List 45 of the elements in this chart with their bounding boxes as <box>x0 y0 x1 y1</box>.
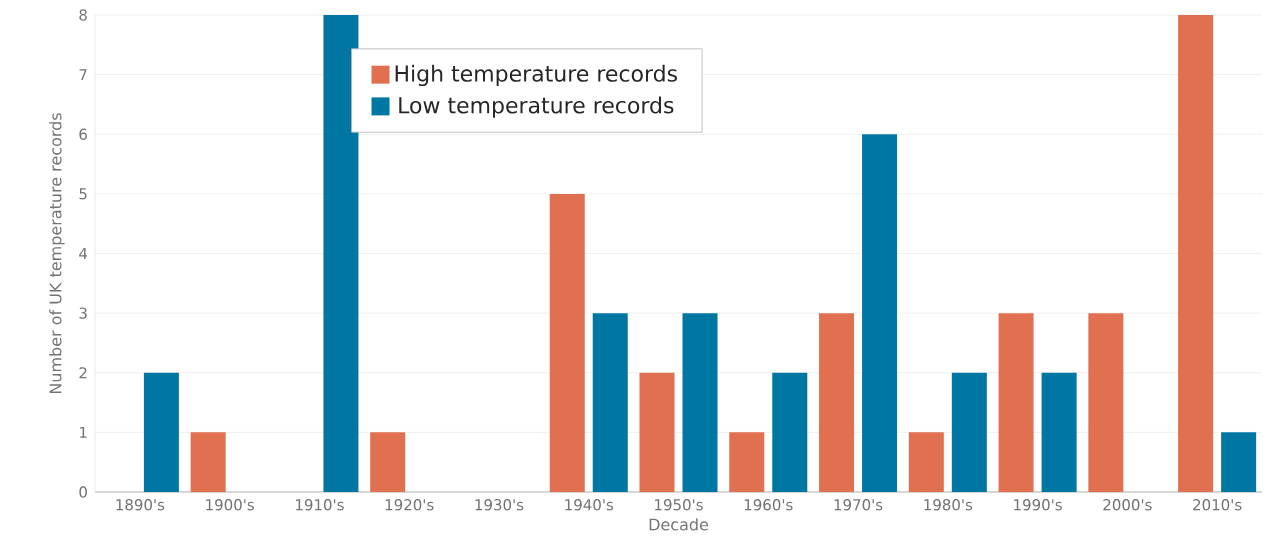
bar <box>998 313 1034 492</box>
x-tick-label: 1910's <box>296 499 344 511</box>
bar <box>819 313 855 492</box>
bar <box>592 313 628 492</box>
bar <box>772 372 808 492</box>
y-tick-label: 8 <box>79 9 87 21</box>
x-tick-label: 1890's <box>116 499 165 511</box>
y-tick-label: 5 <box>79 188 87 200</box>
x-tick-label: 1900's <box>206 499 254 511</box>
y-tick-label: 3 <box>79 307 87 319</box>
bar <box>143 372 179 492</box>
x-tick-label: 1990's <box>1014 499 1062 511</box>
x-tick-label: 1980's <box>924 499 973 511</box>
y-tick-label: 6 <box>79 128 87 140</box>
legend-label: High temperature records <box>395 64 678 87</box>
x-tick-label: 1950's <box>655 499 703 511</box>
bar <box>370 432 406 492</box>
bar <box>862 134 898 492</box>
x-axis-title: Decade <box>649 518 709 531</box>
x-tick-label: 1940's <box>565 499 614 511</box>
x-tick-label: 2010's <box>1193 499 1242 511</box>
bar <box>729 432 765 492</box>
legend-label: Low temperature records <box>399 96 674 118</box>
bar <box>908 432 944 492</box>
bar <box>190 432 226 492</box>
bar <box>1221 432 1257 492</box>
x-tick-label: 1970's <box>834 499 883 511</box>
bar <box>951 372 987 492</box>
y-axis-title: Number of UK temperature records <box>49 113 65 394</box>
bar <box>549 193 585 492</box>
y-tick-label: 0 <box>79 486 87 498</box>
y-tick-label: 4 <box>79 248 88 259</box>
x-tick-label: 1920's <box>385 499 434 511</box>
bar <box>1041 372 1077 492</box>
y-tick-label: 7 <box>79 69 87 81</box>
bar <box>639 372 675 492</box>
x-tick-label: 1960's <box>744 499 793 511</box>
x-tick-label: 2000's <box>1103 499 1152 511</box>
y-tick-label: 1 <box>80 426 87 438</box>
bar <box>682 313 718 492</box>
bar <box>323 15 359 492</box>
y-tick-label: 2 <box>79 367 87 379</box>
bar <box>1088 313 1124 492</box>
x-tick-label: 1930's <box>475 499 524 511</box>
bar <box>1178 15 1214 492</box>
